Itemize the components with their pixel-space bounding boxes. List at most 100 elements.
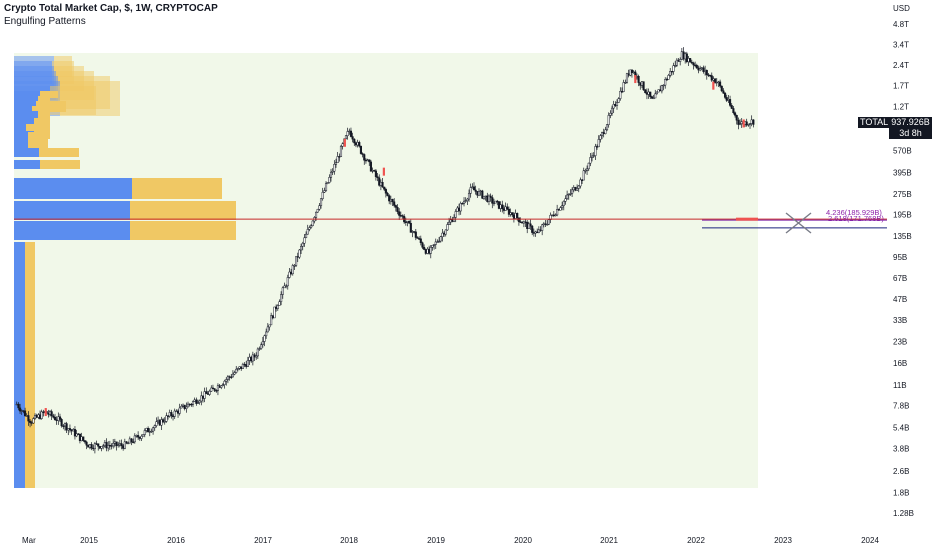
candle-body <box>230 376 233 378</box>
candle-body <box>356 142 359 146</box>
candle-body <box>561 205 564 208</box>
candle-body <box>424 249 427 254</box>
candle-body <box>82 436 85 441</box>
candle-body <box>321 191 324 199</box>
candle-body <box>298 249 301 258</box>
candle-body <box>303 237 306 244</box>
candle-body <box>205 391 208 394</box>
candle-body <box>474 189 477 192</box>
candle-body <box>574 187 577 191</box>
candle-body <box>75 433 78 437</box>
candle-body <box>562 201 565 206</box>
candle-body <box>371 170 374 172</box>
candle-body <box>225 379 228 382</box>
price-axis-currency: USD <box>893 4 910 13</box>
candle-body <box>50 411 53 417</box>
candle-body <box>472 186 476 191</box>
candle-body <box>260 344 263 349</box>
candle-body <box>594 146 597 156</box>
candle-body <box>341 143 344 147</box>
candle-body <box>373 170 376 172</box>
candle-body <box>369 161 372 172</box>
candle-body <box>95 443 98 445</box>
price-tick-label: 4.8T <box>893 20 909 29</box>
candles <box>15 47 755 454</box>
candle-body <box>275 306 278 309</box>
candle-body <box>376 176 379 178</box>
candle-body <box>147 428 150 433</box>
candle-body <box>37 414 40 418</box>
candle-body <box>659 89 662 92</box>
candle-body <box>138 436 141 439</box>
candle-body <box>296 256 299 258</box>
candle-body <box>228 376 231 378</box>
time-tick-label: 2020 <box>514 536 532 545</box>
candle-body <box>592 155 595 157</box>
candle-body <box>170 412 173 417</box>
candle-body <box>110 445 113 447</box>
candle-body <box>567 194 570 196</box>
candle-body <box>428 248 431 254</box>
candle-body <box>142 434 145 437</box>
candle-body <box>709 74 712 77</box>
candle-body <box>630 69 634 73</box>
candle-body <box>241 363 244 369</box>
candle-body <box>60 419 63 427</box>
candle-body <box>386 192 389 196</box>
candle-body <box>692 62 695 66</box>
profile-bar-blue <box>14 178 132 199</box>
candle-body <box>374 170 377 177</box>
candle-body <box>727 99 730 101</box>
candle-body <box>448 221 451 225</box>
candle-body <box>353 138 356 144</box>
candle-body <box>73 429 76 437</box>
candle-body <box>107 445 110 449</box>
price-tick-label: 1.28B <box>893 509 914 518</box>
candle-body <box>379 182 382 186</box>
candle-body <box>502 208 505 211</box>
candle-body <box>160 419 163 426</box>
candle-body <box>291 265 294 275</box>
candle-body <box>263 335 266 342</box>
candle-body <box>336 156 339 163</box>
engulfing-marker <box>343 138 346 147</box>
candle-body <box>24 410 27 417</box>
candle-body <box>311 220 314 227</box>
candle-body <box>507 208 510 215</box>
candle-body <box>157 419 160 422</box>
candle-body <box>614 104 617 106</box>
indicator-label[interactable]: Engulfing Patterns <box>4 16 86 27</box>
candle-body <box>195 399 198 404</box>
candle-body <box>532 232 535 234</box>
candle-body <box>674 65 677 67</box>
price-tick-label: 2.6B <box>893 467 909 476</box>
time-tick-label: 2018 <box>340 536 358 545</box>
candle-body <box>97 443 100 447</box>
candle-body <box>319 198 323 206</box>
candle-body <box>684 53 687 60</box>
candle-body <box>198 400 201 403</box>
candle-body <box>22 410 25 412</box>
candle-body <box>103 442 106 446</box>
candle-body <box>619 90 622 99</box>
candle-body <box>536 231 539 233</box>
candle-body <box>607 115 610 125</box>
candle-body <box>547 219 550 225</box>
candle-body <box>55 419 58 421</box>
candle-body <box>346 131 349 136</box>
candle-body <box>48 411 52 415</box>
candle-body <box>738 123 742 125</box>
candle-body <box>248 356 251 361</box>
candle-body <box>650 96 653 99</box>
candle-body <box>438 240 441 243</box>
profile-bar-blue <box>14 96 38 103</box>
profile-bar-blue <box>14 111 38 120</box>
candle-body <box>368 159 371 163</box>
candle-body <box>665 78 668 81</box>
candle-body <box>33 415 37 419</box>
candle-body <box>388 195 391 202</box>
candle-body <box>173 410 176 417</box>
engulfing-marker <box>712 81 715 90</box>
